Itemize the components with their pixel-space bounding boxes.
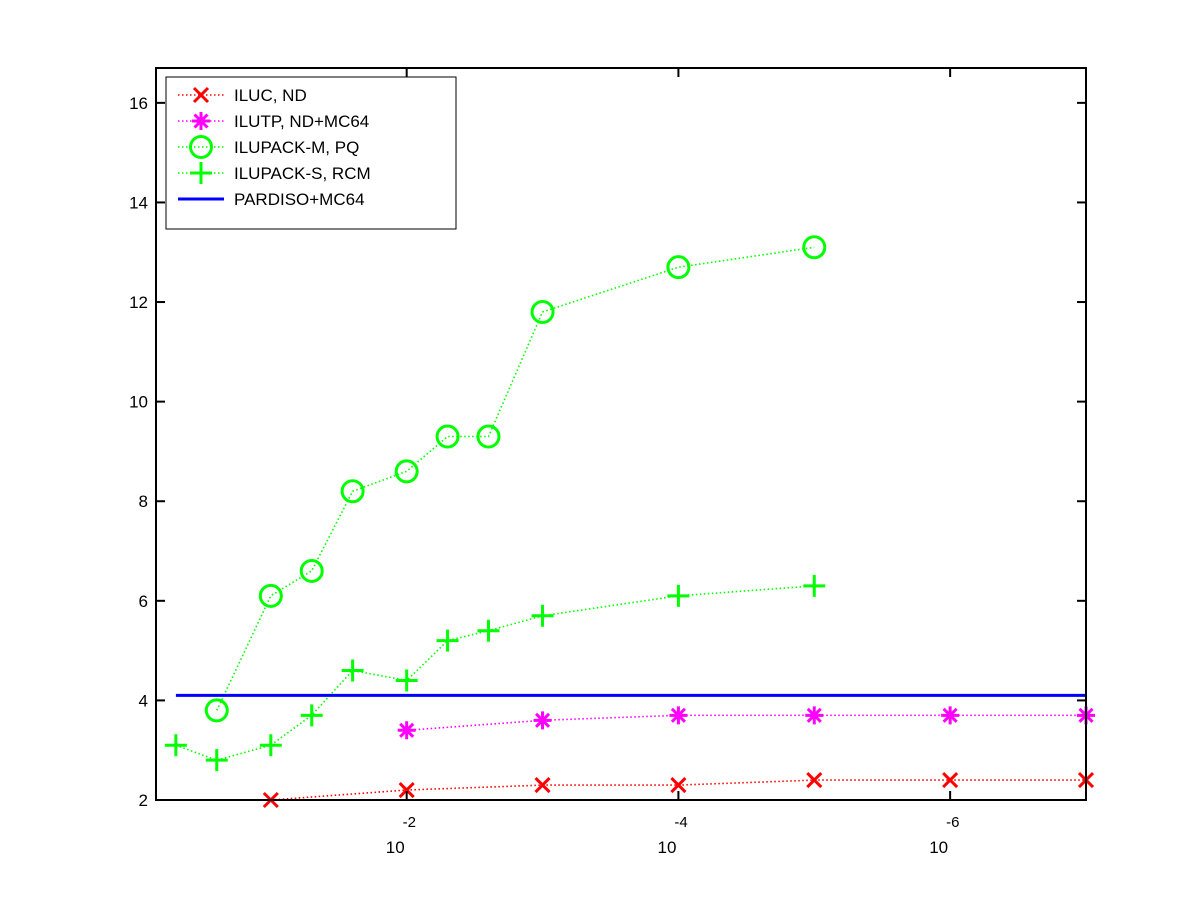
series-2 <box>204 235 827 723</box>
y-tick-label: 2 <box>139 791 148 810</box>
data-point-3-5 <box>395 669 418 692</box>
data-point-1-0 <box>397 721 416 740</box>
data-point-3-4 <box>341 659 364 682</box>
data-point-3-2 <box>259 734 282 757</box>
data-point-3-9 <box>667 584 690 607</box>
data-point-0-2 <box>534 777 551 794</box>
data-point-0-3 <box>670 777 687 794</box>
data-point-2-4 <box>394 459 419 484</box>
series-line-3 <box>175 585 815 762</box>
x-tick-exponent: -6 <box>946 814 959 831</box>
y-tick-label: 6 <box>139 592 148 611</box>
data-point-3-7 <box>477 619 500 642</box>
legend-label: ILUTP, ND+MC64 <box>234 112 369 131</box>
data-point-2-2 <box>299 558 324 583</box>
data-point-2-8 <box>666 255 691 280</box>
legend-entry-3: ILUPACK-S, RCM <box>178 162 371 184</box>
data-point-2-3 <box>340 479 365 504</box>
data-point-3-1 <box>205 749 228 772</box>
data-point-3-10 <box>803 574 826 597</box>
legend-marker-1 <box>192 112 210 130</box>
series-layer <box>164 235 1095 809</box>
data-point-0-1 <box>398 781 415 799</box>
legend-entry-2: ILUPACK-M, PQ <box>178 135 359 159</box>
axes-box <box>155 67 1087 801</box>
legend-label: PARDISO+MC64 <box>234 190 365 209</box>
y-tick-label: 10 <box>129 393 148 412</box>
data-point-0-5 <box>942 772 959 789</box>
series-line-1 <box>406 714 1086 732</box>
data-point-2-9 <box>802 235 827 260</box>
x-tick-exponent: -4 <box>674 814 687 831</box>
legend-marker-2 <box>189 135 213 159</box>
data-point-2-6 <box>476 424 501 449</box>
series-3 <box>164 574 826 772</box>
y-tick-label: 8 <box>139 492 148 511</box>
data-point-2-5 <box>435 424 460 449</box>
y-tick-label: 16 <box>129 94 148 113</box>
data-point-1-4 <box>941 706 960 725</box>
x-tick-exponent: -2 <box>403 814 416 831</box>
data-point-1-2 <box>669 706 688 725</box>
legend-marker-3 <box>190 162 212 184</box>
data-point-3-6 <box>436 629 459 652</box>
x-tick-base: 10 <box>929 838 948 857</box>
legend-label: ILUPACK-M, PQ <box>234 138 359 157</box>
data-point-2-0 <box>204 698 229 723</box>
legend-entry-1: ILUTP, ND+MC64 <box>178 112 369 131</box>
legend-box <box>165 76 457 230</box>
y-tick-label: 4 <box>139 691 148 710</box>
y-tick-label: 14 <box>129 193 148 212</box>
x-tick-base: 10 <box>386 838 405 857</box>
legend-label: ILUC, ND <box>234 86 307 105</box>
data-point-1-1 <box>533 711 552 730</box>
legend-entry-0: ILUC, ND <box>178 86 307 105</box>
x-tick-base: 10 <box>657 838 676 857</box>
data-point-0-4 <box>806 772 823 789</box>
data-point-3-8 <box>531 604 554 627</box>
legend-entry-4: PARDISO+MC64 <box>178 190 365 209</box>
series-line-2 <box>216 246 815 711</box>
legend-label: ILUPACK-S, RCM <box>234 164 371 183</box>
data-point-3-3 <box>300 704 323 727</box>
data-point-2-1 <box>258 583 283 608</box>
y-tick-label: 12 <box>129 293 148 312</box>
data-point-2-7 <box>530 300 555 324</box>
legend: ILUC, ND ILUTP, ND+MC64 ILUPACK-M, PQ ILUPA… <box>165 76 457 230</box>
data-point-1-3 <box>805 706 824 725</box>
axes-layer: 2 4 6 8 10 12 14 16 -2 10 -4 10 -6 10 <box>129 67 1087 857</box>
legend-marker-0 <box>192 86 210 104</box>
data-point-3-0 <box>164 734 187 757</box>
